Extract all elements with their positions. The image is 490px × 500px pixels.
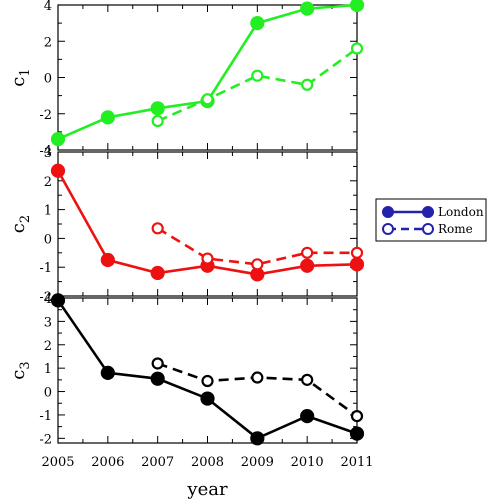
data-point-london [250,16,265,31]
legend-marker-london [422,206,434,218]
data-point-rome [350,246,364,259]
y-axis-title-sub: 2 [18,215,33,223]
y-tick-label: -4 [39,144,52,159]
y-tick-label: 2 [44,175,52,190]
legend-label-london: London [438,205,484,219]
data-point-london [300,409,315,424]
y-axis-title-main: c [8,370,29,380]
y-axis-title: c2 [8,215,33,233]
data-point-rome [350,410,364,423]
y-axis-title: c1 [8,68,33,86]
y-tick-label: -2 [39,290,52,305]
data-point-london [100,252,115,268]
data-point-rome [201,252,214,265]
x-tick-label: 2006 [91,455,124,470]
data-point-london [50,293,66,308]
data-point-london [50,132,66,147]
legend-marker-rome [422,223,434,235]
y-axis-title-sub: 1 [18,68,33,76]
x-tick-label: 2005 [41,455,74,470]
y-axis-title-sub: 3 [18,361,33,369]
data-point-rome [201,93,214,106]
y-tick-label: 3 [44,146,52,161]
legend-marker-london [382,206,394,218]
y-tick-label: 3 [44,315,52,330]
y-tick-label: 4 [44,292,52,307]
data-point-rome [301,373,314,386]
y-tick-label: 1 [44,362,52,377]
y-axis-title-main: c [8,223,29,233]
panel-1: -4 -2 0 2 4 c1 [8,0,365,159]
data-point-london [100,365,115,380]
x-tick-labels: 2005 2006 2007 2008 2009 2010 2011 [41,455,373,470]
data-point-london [150,265,165,281]
x-tick-label: 2008 [191,455,224,470]
data-point-london [100,110,115,125]
y-tick-label: 4 [44,0,52,14]
x-tick-label: 2011 [340,455,373,470]
data-point-london [150,371,165,386]
data-point-rome [251,258,264,271]
data-point-london [150,101,165,116]
y-tick-label: -1 [39,261,52,276]
y-tick-label: 2 [44,35,52,50]
y-tick-label: 1 [44,204,52,219]
x-axis-title: year [186,479,228,500]
panel-frame [57,151,358,297]
y-axis-title: c3 [8,361,33,379]
data-point-london [200,391,215,406]
data-point-london [250,431,265,446]
y-axis-title-main: c [8,77,29,87]
data-point-london [349,426,365,441]
data-point-london [349,0,365,13]
y-tick-label: -1 [39,409,52,424]
y-tick-label: 2 [44,339,52,354]
data-point-london [300,1,315,16]
data-point-rome [350,42,364,55]
data-point-rome [151,222,164,235]
x-tick-label: 2007 [141,455,174,470]
legend-label-rome: Rome [438,222,473,236]
panel-frame [57,4,358,151]
data-point-rome [301,78,314,91]
y-tick-label: 0 [44,386,52,401]
series-line-rome [157,47,358,123]
legend: London Rome [375,198,487,242]
data-point-london [300,258,315,273]
data-point-rome [201,374,214,388]
x-tick-label: 2009 [241,455,274,470]
data-point-rome [151,357,164,370]
legend-marker-rome [382,223,394,235]
data-point-rome [151,114,164,128]
y-tick-label: 0 [44,232,52,247]
y-tick-label: -2 [39,108,52,123]
data-point-london [50,163,66,178]
x-tick-label: 2010 [291,455,324,470]
series-line-rome [157,227,357,266]
data-point-rome [251,371,264,384]
y-tick-label: 0 [44,72,52,87]
y-tick-label: -2 [39,432,52,447]
data-point-rome [301,246,314,259]
data-point-london [349,257,365,272]
data-point-rome [251,69,264,82]
